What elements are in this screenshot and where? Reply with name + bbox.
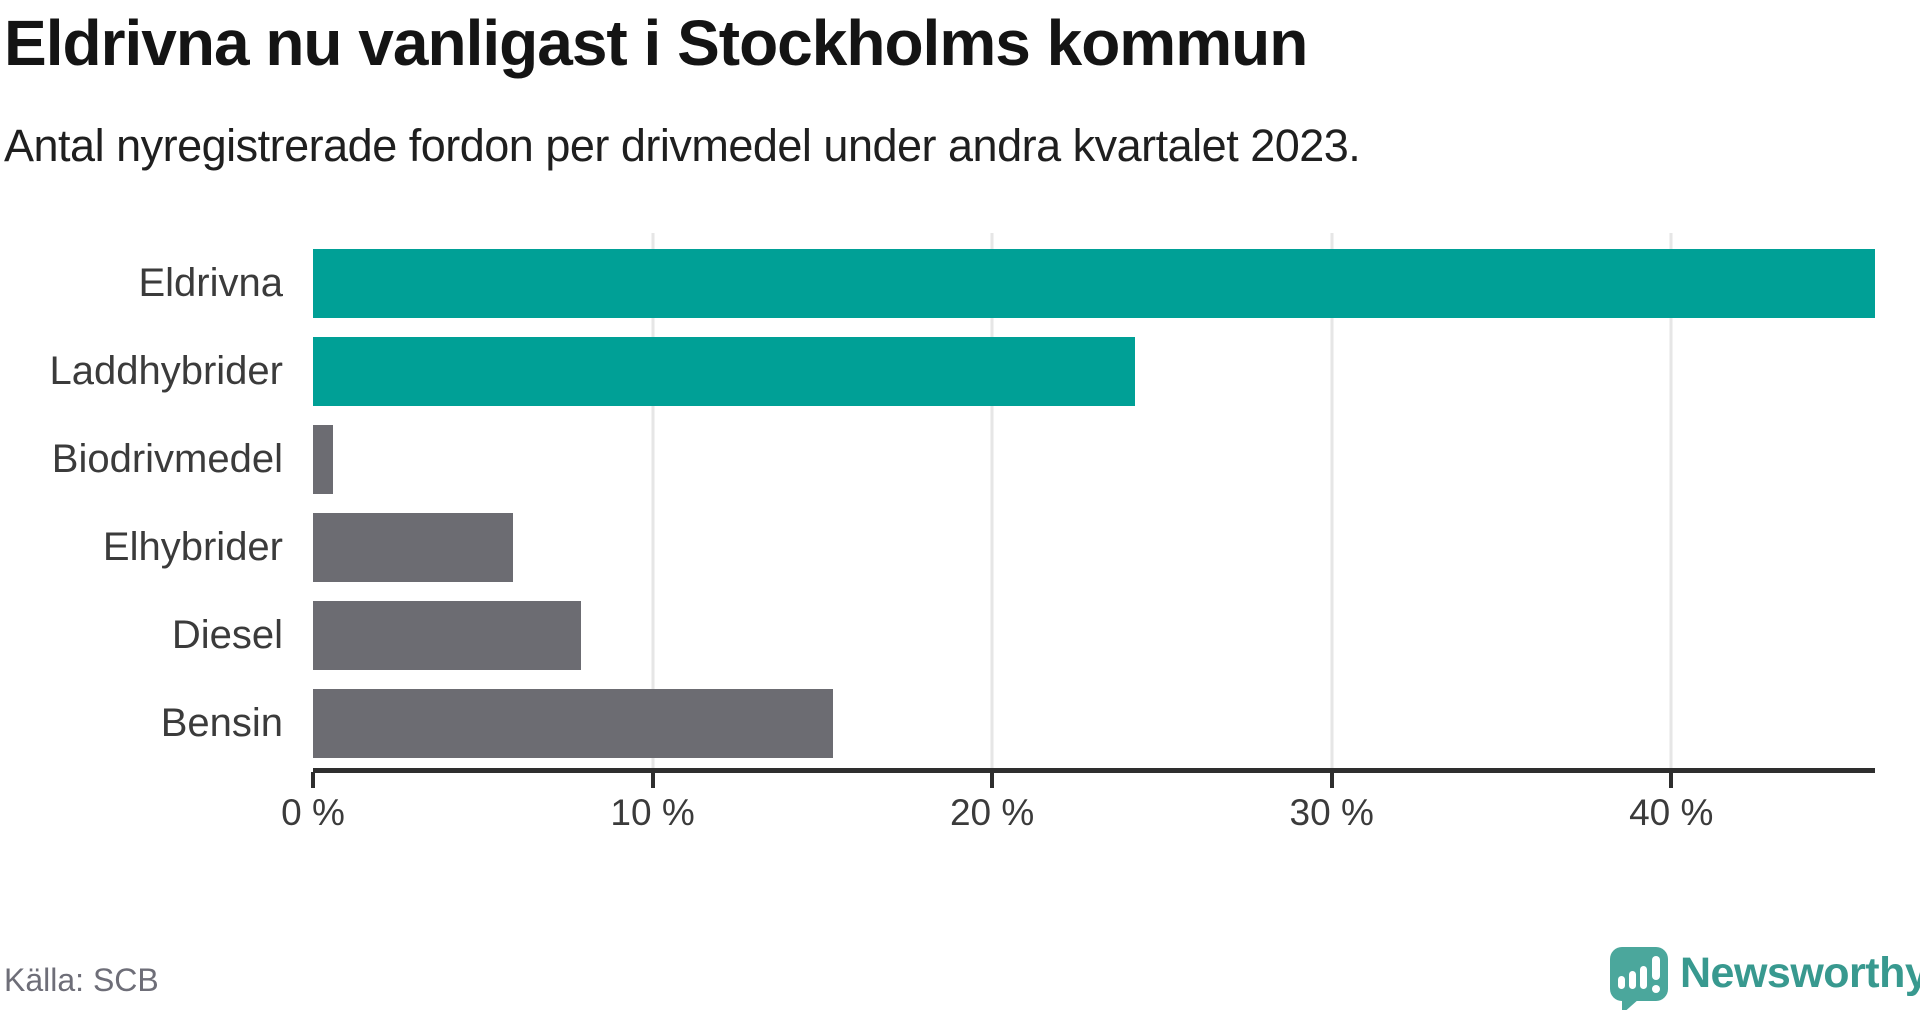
newsworthy-speech-bubble-bar-chart-icon bbox=[1610, 947, 1668, 1010]
bar-laddhybrider bbox=[313, 337, 1135, 406]
bar-elhybrider bbox=[313, 513, 514, 582]
logo-exclamation-dot bbox=[1652, 985, 1660, 993]
category-label-elhybrider: Elhybrider bbox=[102, 525, 283, 569]
x-axis-line bbox=[313, 768, 1875, 773]
x-axis-tick-40 bbox=[1669, 772, 1674, 788]
speech-bubble-tail bbox=[1622, 999, 1639, 1010]
x-axis-tick-label-30: 30 % bbox=[1289, 792, 1374, 833]
gridline-40 bbox=[1669, 233, 1673, 768]
category-label-diesel: Diesel bbox=[171, 613, 283, 657]
x-axis-tick-30 bbox=[1329, 772, 1334, 788]
plot-area bbox=[313, 233, 1875, 768]
x-axis-tick-0 bbox=[311, 772, 315, 788]
gridline-10 bbox=[651, 233, 655, 768]
newsworthy-logo: Newsworthy bbox=[1610, 947, 1920, 1010]
bar-diesel bbox=[313, 601, 582, 670]
logo-exclamation-stem bbox=[1652, 956, 1660, 980]
x-axis-tick-label-20: 20 % bbox=[949, 792, 1035, 833]
source-note: Källa: SCB bbox=[4, 962, 159, 998]
bar-biodrivmedel bbox=[313, 425, 334, 494]
logo-bar-large bbox=[1640, 966, 1647, 989]
chart-title: Eldrivna nu vanligast i Stockholms kommu… bbox=[4, 7, 1308, 79]
bar-bensin bbox=[313, 689, 833, 758]
logo-bar-small bbox=[1618, 976, 1625, 989]
gridline-30 bbox=[1330, 233, 1334, 768]
logo-bar-medium bbox=[1629, 971, 1636, 989]
chart-subtitle: Antal nyregistrerade fordon per drivmede… bbox=[4, 120, 1361, 171]
newsworthy-wordmark: Newsworthy bbox=[1680, 949, 1920, 997]
category-labels: Eldrivna Laddhybrider Biodrivmedel Elhyb… bbox=[0, 233, 284, 768]
x-axis-tick-10 bbox=[650, 772, 655, 788]
x-axis-tick-label-40: 40 % bbox=[1629, 792, 1714, 833]
gridline-20 bbox=[990, 233, 994, 768]
category-label-bensin: Bensin bbox=[160, 701, 283, 745]
bar-eldrivna bbox=[313, 249, 1875, 318]
x-axis-tick-label-10: 10 % bbox=[610, 792, 695, 833]
category-label-laddhybrider: Laddhybrider bbox=[49, 349, 284, 393]
x-axis-tick-20 bbox=[990, 772, 995, 788]
category-label-biodrivmedel: Biodrivmedel bbox=[51, 437, 283, 481]
category-label-eldrivna: Eldrivna bbox=[138, 261, 283, 305]
x-axis-tick-label-0: 0 % bbox=[281, 792, 345, 833]
